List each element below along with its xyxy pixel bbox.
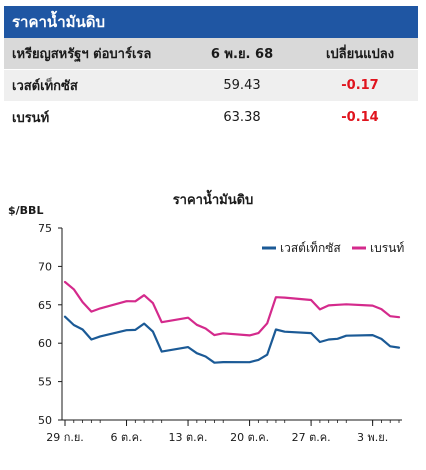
series-line-wti: [63, 315, 401, 364]
chart-legend: เวสต์เท็กซัส เบรนท์: [262, 240, 404, 255]
row-change: -0.17: [341, 78, 379, 93]
oil-price-chart: ราคาน้ำมันดิบ $/BBL 50 55 60 65 70 75 29 ก.ย.…: [8, 189, 404, 444]
header-currency-unit: เหรียญสหรัฐฯ ต่อบาร์เรล: [12, 47, 152, 62]
row-change: -0.14: [341, 110, 379, 125]
table-title: ราคาน้ำมันดิบ: [4, 6, 418, 38]
series-line-brent: [63, 280, 401, 337]
y-tick-label: 55: [38, 376, 52, 389]
y-axis-unit: $/BBL: [8, 204, 43, 217]
y-tick-label: 65: [38, 299, 52, 312]
row-name: เบรนท์: [12, 111, 50, 126]
chart-title: ราคาน้ำมันดิบ: [173, 189, 254, 208]
x-tick-label: 6 ต.ค.: [111, 431, 143, 444]
legend-label: เบรนท์: [370, 241, 404, 255]
row-name: เวสต์เท็กซัส: [12, 79, 78, 94]
series-layer: [63, 280, 401, 364]
x-axis: 29 ก.ย. 6 ต.ค. 13 ต.ค. 20 ต.ค. 27 ต.ค. 3 พ.ย.: [46, 419, 402, 444]
x-tick-label: 3 พ.ย.: [357, 431, 388, 444]
y-tick-label: 70: [38, 260, 52, 273]
table-row-wti: เวสต์เท็กซัส 59.43 -0.17: [4, 70, 418, 102]
y-axis: 50 55 60 65 70 75: [38, 222, 63, 427]
row-price: 63.38: [223, 110, 261, 125]
header-date: 6 พ.ย. 68: [210, 47, 274, 62]
y-tick-label: 75: [38, 222, 52, 235]
x-tick-label: 13 ต.ค.: [169, 431, 208, 444]
row-price: 59.43: [223, 78, 261, 93]
table-header-row: เหรียญสหรัฐฯ ต่อบาร์เรล 6 พ.ย. 68 เปลี่ย…: [4, 38, 418, 70]
y-tick-label: 60: [38, 337, 52, 350]
x-tick-label: 20 ต.ค.: [230, 431, 269, 444]
legend-label: เวสต์เท็กซัส: [280, 240, 341, 255]
table-row-brent: เบรนท์ 63.38 -0.14: [4, 102, 418, 134]
x-tick-label: 27 ต.ค.: [292, 431, 331, 444]
header-change: เปลี่ยนแปลง: [325, 47, 395, 62]
x-tick-label: 29 ก.ย.: [46, 431, 84, 444]
y-tick-label: 50: [38, 414, 52, 427]
price-table: ราคาน้ำมันดิบ เหรียญสหรัฐฯ ต่อบาร์เรล 6 …: [4, 6, 418, 134]
